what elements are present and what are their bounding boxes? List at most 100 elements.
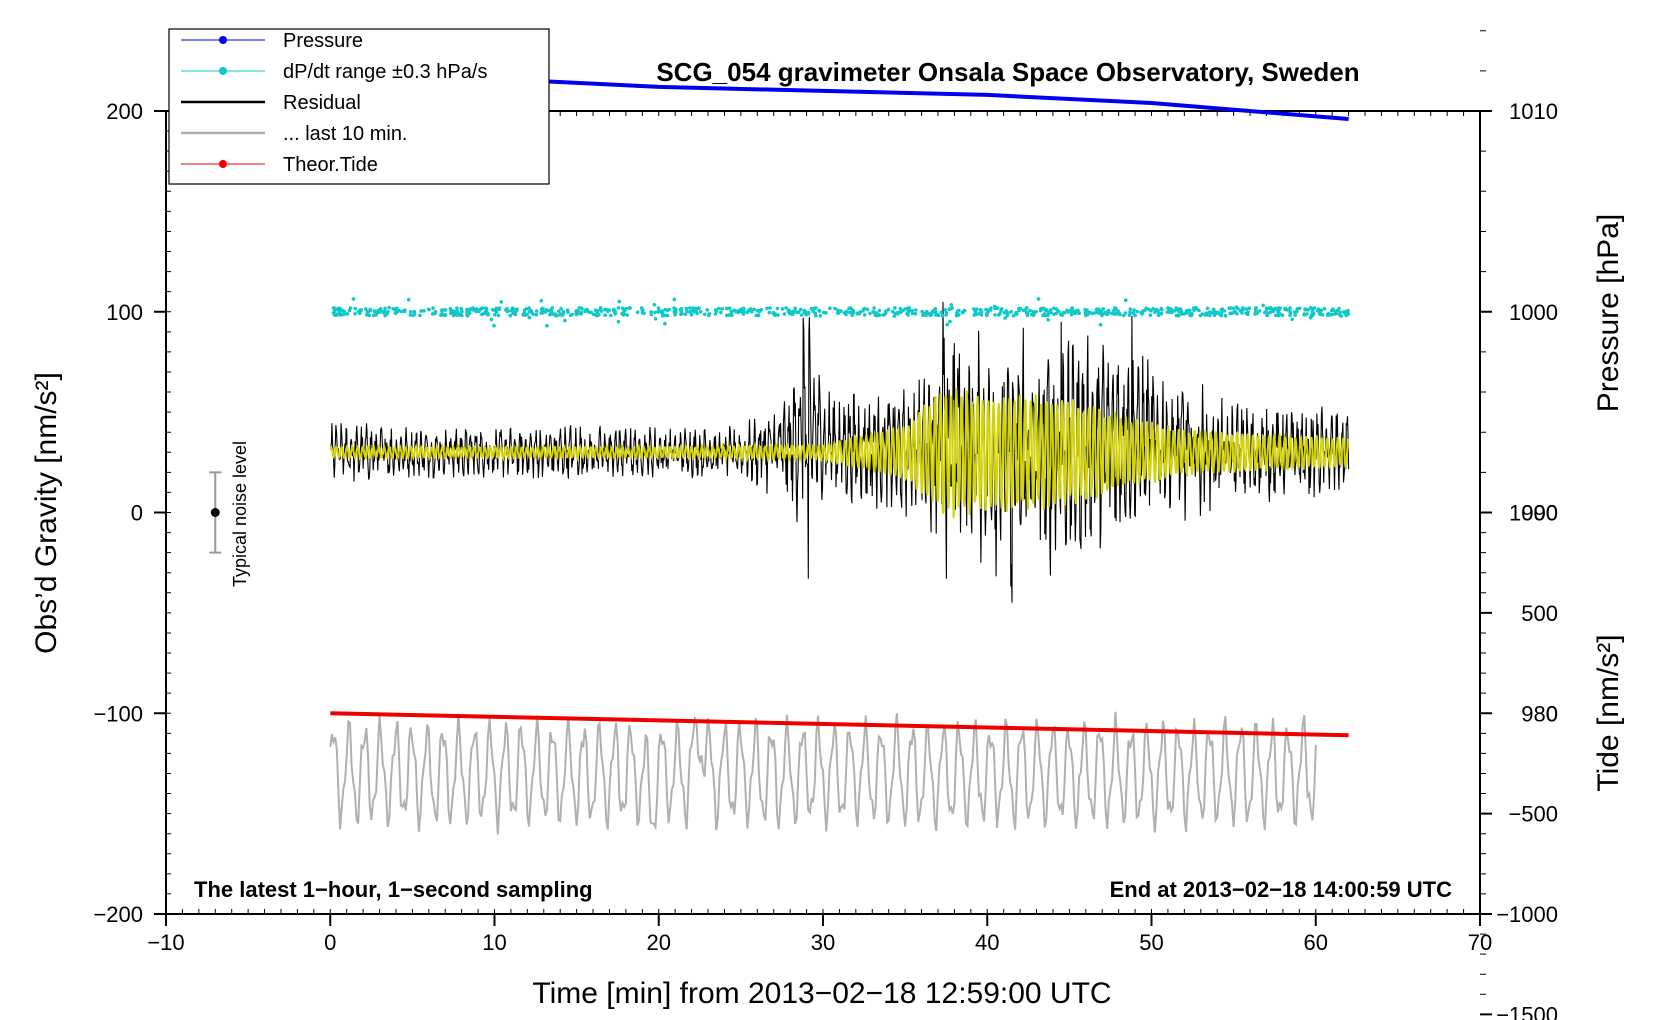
dpdt-point [1207, 310, 1212, 315]
pressure-tick-label: 990 [1521, 501, 1558, 526]
tide-tick-label: −1500 [1496, 1002, 1558, 1020]
dpdt-point [1229, 311, 1233, 316]
dpdt-point [374, 313, 379, 317]
dpdt-point [545, 323, 549, 328]
dpdt-point [719, 310, 723, 315]
dpdt-point [511, 309, 516, 313]
dpdt-point [813, 311, 818, 316]
dpdt-point [768, 306, 772, 310]
dpdt-point [534, 309, 539, 313]
dpdt-point [940, 313, 945, 318]
dpdt-point [574, 312, 578, 316]
x-tick-label: 30 [811, 930, 835, 955]
dpdt-point [733, 309, 738, 314]
dpdt-point [1124, 298, 1128, 303]
dpdt-point [799, 313, 804, 317]
dpdt-point [739, 310, 743, 314]
legend-box [168, 28, 550, 185]
dpdt-point [493, 313, 497, 317]
dpdt-point [399, 309, 404, 314]
dpdt-point [489, 317, 494, 322]
dpdt-point [1305, 312, 1309, 316]
dpdt-point [1331, 307, 1335, 312]
dpdt-point [1211, 307, 1216, 312]
dpdt-point [767, 310, 772, 315]
dpdt-point [1239, 308, 1244, 312]
dpdt-point [978, 311, 982, 316]
dpdt-point [1344, 313, 1349, 318]
dpdt-point [1069, 308, 1073, 313]
dpdt-point [1156, 308, 1160, 313]
dpdt-point [649, 312, 654, 317]
dpdt-point [649, 310, 653, 314]
dpdt-point [508, 313, 512, 318]
dpdt-point [789, 311, 793, 316]
dpdt-point [1123, 311, 1128, 315]
dpdt-point [716, 306, 721, 311]
dpdt-point [1273, 313, 1278, 318]
dpdt-point [1322, 307, 1327, 311]
dpdt-point [775, 306, 780, 311]
dpdt-point [812, 306, 817, 311]
dpdt-point [465, 307, 469, 312]
dpdt-point [1046, 317, 1050, 322]
dpdt-point [1174, 306, 1179, 310]
dpdt-point [1246, 310, 1250, 315]
dpdt-point [1049, 310, 1053, 315]
dpdt-point [978, 307, 983, 312]
dpdt-point [540, 306, 545, 311]
dpdt-point [492, 323, 496, 328]
dpdt-point [539, 311, 543, 315]
dpdt-point [828, 306, 832, 311]
dpdt-point [534, 312, 538, 317]
x-tick-label: 50 [1139, 930, 1163, 955]
dpdt-point [1128, 310, 1132, 315]
dpdt-point [430, 312, 435, 316]
dpdt-point [1028, 308, 1032, 313]
dpdt-point [1330, 312, 1335, 317]
dpdt-point [1315, 309, 1320, 313]
dpdt-point [467, 311, 472, 316]
dpdt-point [504, 308, 508, 312]
dpdt-point [1101, 307, 1106, 311]
dpdt-point [1191, 306, 1196, 310]
dpdt-point [448, 307, 453, 311]
dpdt-point [906, 313, 910, 317]
dpdt-point [603, 313, 607, 318]
dpdt-point [999, 309, 1003, 314]
dpdt-point [1156, 313, 1161, 318]
legend-swatch-dot [219, 160, 227, 168]
series-dpdt [331, 297, 1350, 328]
dpdt-point [720, 307, 724, 311]
dpdt-point [1338, 310, 1342, 315]
dpdt-point [583, 309, 587, 314]
dpdt-point [481, 312, 486, 316]
dpdt-point [707, 312, 712, 316]
dpdt-point [872, 306, 876, 310]
dpdt-point [358, 309, 363, 314]
dpdt-point [945, 322, 949, 327]
dpdt-point [1247, 306, 1251, 311]
dpdt-point [1253, 308, 1258, 312]
chart-title: SCG_054 gravimeter Onsala Space Observat… [656, 57, 1359, 87]
dpdt-point [480, 306, 485, 311]
dpdt-point [1066, 310, 1070, 314]
legend-entry: dP/dt range ±0.3 hPa/s [181, 61, 487, 83]
dpdt-point [949, 303, 954, 307]
dpdt-point [527, 315, 532, 320]
dpdt-point [1076, 308, 1080, 313]
dpdt-point [672, 309, 677, 313]
y-left-tick-labels: 200 100 0 −100 −200 [93, 99, 143, 927]
dpdt-point [1205, 306, 1210, 311]
dpdt-point [1044, 308, 1048, 312]
dpdt-point [727, 313, 731, 317]
dpdt-point [368, 307, 373, 312]
dpdt-point [656, 306, 661, 311]
dpdt-point [1151, 307, 1155, 311]
dpdt-point [373, 309, 377, 314]
tide-tick-labels: 1000 500 0 −500 −1000 −1500 [1496, 501, 1558, 1020]
dpdt-point [348, 306, 353, 310]
dpdt-point [570, 312, 574, 317]
series-yellow-filtered [329, 388, 1350, 518]
dpdt-point [799, 307, 803, 312]
